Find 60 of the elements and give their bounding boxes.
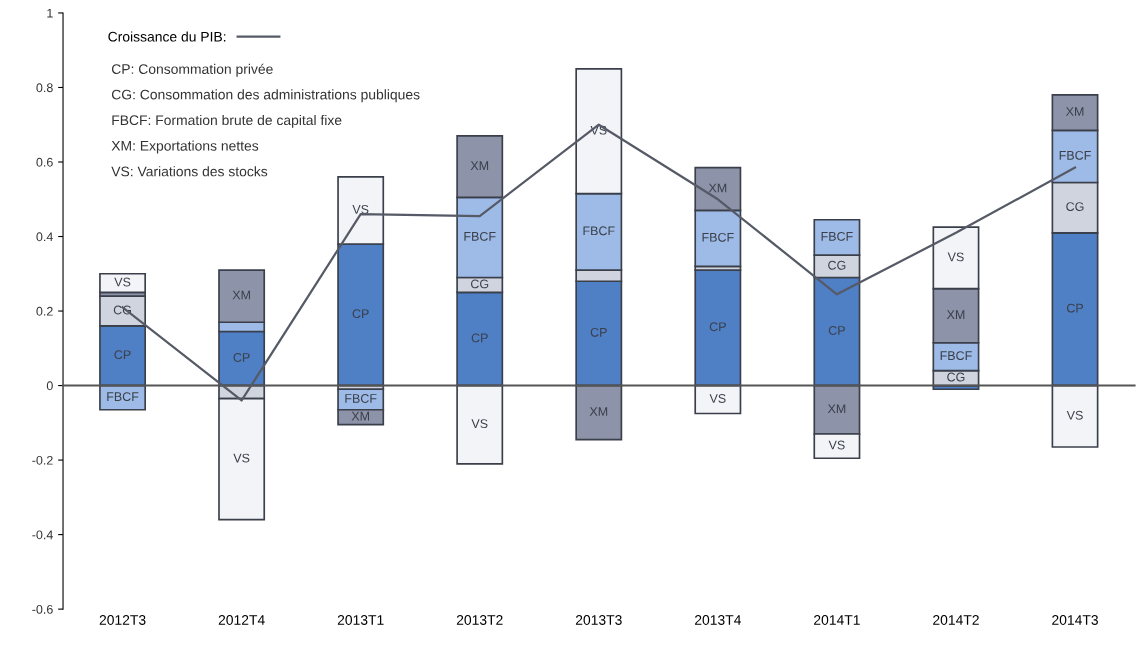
text: FBCF — [940, 351, 972, 361]
y-tick-label: 0 — [46, 381, 53, 391]
text: VS — [947, 252, 964, 262]
text: CP — [352, 309, 369, 319]
y-tick-label: -0.6 — [32, 604, 53, 614]
text: XM — [232, 290, 250, 300]
annotation: XM: Exportations nettes — [111, 140, 259, 154]
text: CG — [947, 372, 965, 382]
text: XM — [708, 183, 727, 193]
text: CP — [828, 326, 845, 335]
text: XM — [589, 407, 608, 416]
text: CG — [1066, 202, 1084, 211]
text: CP — [114, 350, 131, 360]
x-tick-label: 2012T4 — [218, 615, 265, 625]
text: FBCF — [702, 232, 734, 242]
annotation: CG: Consommation des administrations publiques — [111, 89, 420, 103]
x-tick-label: 2013T4 — [694, 615, 741, 625]
series-label: VS — [114, 277, 131, 287]
text: FBCF — [821, 231, 853, 241]
text: FBCF — [464, 231, 496, 241]
series-label: CP — [709, 322, 726, 332]
legend-label: Croissance du PIB: — [108, 31, 226, 42]
text: FBCF — [107, 392, 139, 402]
y-tick-label: 0.4 — [36, 232, 53, 242]
text: VS — [1066, 410, 1083, 420]
y-tick-label: -0.2 — [32, 455, 53, 465]
x-tick-label: 2013T1 — [337, 615, 384, 625]
annotation: FBCF: Formation brute de capital fixe — [112, 114, 342, 128]
series-label: FBCF — [345, 394, 377, 403]
text: VS — [709, 394, 726, 403]
y-tick-label: 0.8 — [36, 83, 53, 93]
text: XM — [946, 310, 965, 319]
x-tick-label: 2014T2 — [933, 615, 979, 625]
text: FBCF — [583, 226, 615, 236]
annotation: CP: Consommation privée — [111, 63, 273, 77]
text: VS — [233, 453, 250, 463]
series-label: CG — [470, 279, 489, 289]
text: CG — [828, 260, 846, 270]
text: XM — [1065, 107, 1084, 116]
text: VS — [828, 440, 845, 450]
text: XM — [827, 404, 846, 414]
x-tick-label: 2013T3 — [575, 615, 622, 625]
x-tick-label: 2014T3 — [1052, 615, 1098, 625]
text: CP — [590, 327, 607, 337]
text: CP — [471, 333, 488, 343]
text: FBCF — [1059, 150, 1091, 160]
y-tick-label: 0.2 — [36, 306, 53, 316]
series-label: XM — [351, 411, 370, 421]
y-tick-label: 0.6 — [36, 157, 53, 167]
text: VS — [471, 419, 488, 429]
text: CP — [1066, 303, 1084, 313]
annotation: VS: Variations des stocks — [111, 166, 268, 177]
text: CP — [233, 353, 250, 362]
text: XM — [470, 161, 489, 170]
x-tick-label: 2013T2 — [456, 615, 503, 625]
y-tick-label: 1 — [47, 8, 53, 18]
text: VS — [352, 204, 369, 214]
y-tick-label: -0.4 — [32, 530, 53, 540]
x-tick-label: 2014T1 — [814, 615, 860, 625]
x-tick-label: 2012T3 — [99, 615, 146, 625]
